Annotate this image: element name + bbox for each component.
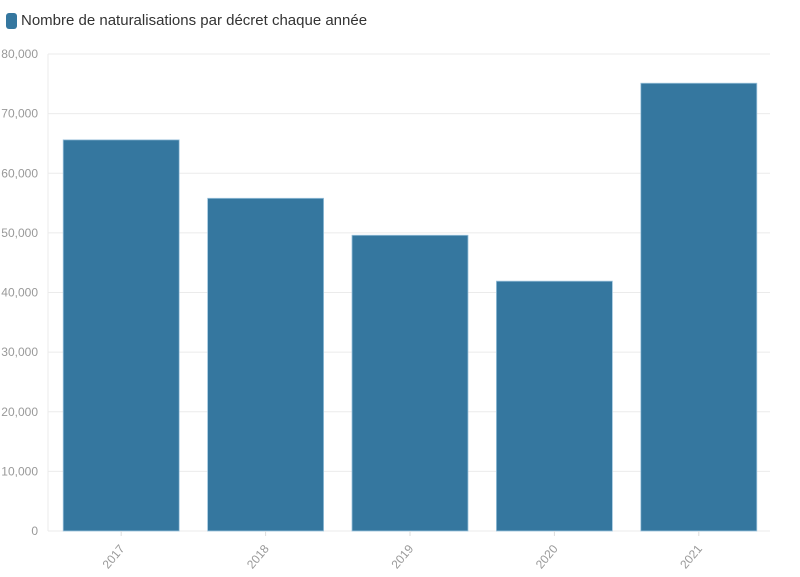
bar-2019 xyxy=(351,234,469,532)
y-tick-label: 20,000 xyxy=(1,405,38,419)
legend: Nombre de naturalisations par décret cha… xyxy=(6,12,367,29)
y-tick-label: 0 xyxy=(31,524,38,538)
x-tick-label: 2021 xyxy=(677,542,705,572)
y-tick-label: 80,000 xyxy=(1,47,38,61)
x-tick-label: 2017 xyxy=(100,542,128,572)
x-tick-label: 2019 xyxy=(388,542,416,572)
y-tick-label: 60,000 xyxy=(1,166,38,180)
legend-label: Nombre de naturalisations par décret cha… xyxy=(21,12,368,29)
y-tick-label: 40,000 xyxy=(1,286,38,300)
x-tick-label: 2020 xyxy=(533,542,561,572)
y-tick-label: 10,000 xyxy=(1,464,38,478)
x-tick-label: 2018 xyxy=(244,542,272,572)
bar-2021 xyxy=(640,82,758,532)
y-tick-label: 70,000 xyxy=(1,107,38,121)
legend-swatch xyxy=(6,12,17,29)
y-tick-label: 50,000 xyxy=(1,226,38,240)
bar-2018 xyxy=(207,197,325,532)
bar-2020 xyxy=(495,280,613,532)
bar-2017 xyxy=(62,139,180,532)
y-tick-label: 30,000 xyxy=(1,345,38,359)
